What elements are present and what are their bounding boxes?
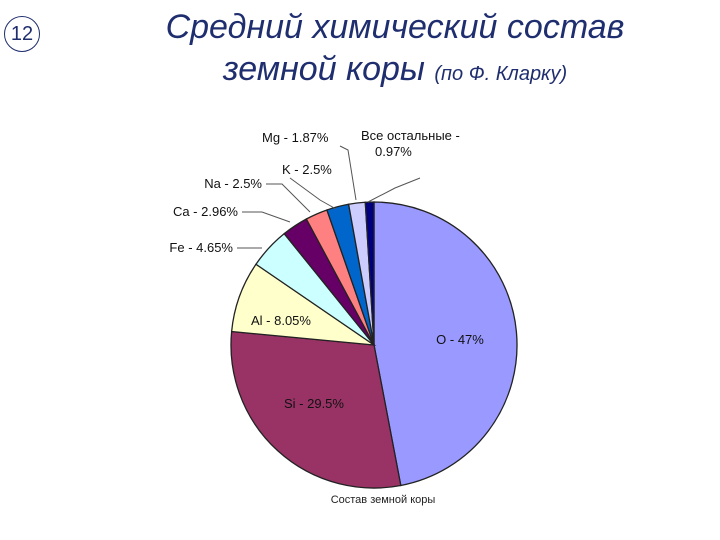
slice-label-k: K - 2.5% bbox=[282, 162, 332, 177]
leader-line-na bbox=[266, 183, 311, 213]
page-title: Средний химический состав земной коры (п… bbox=[90, 6, 700, 95]
leader-lines bbox=[237, 145, 421, 249]
leader-line-other bbox=[367, 177, 421, 203]
title-line-1: Средний химический состав bbox=[165, 8, 625, 46]
title-line-2: земной коры (по Ф. Кларку) bbox=[90, 48, 700, 95]
pie-slice-o bbox=[373, 201, 518, 487]
slice-label-line: Mg - 1.87% bbox=[262, 130, 329, 145]
pie-slice-other bbox=[364, 201, 375, 346]
slice-label-other: Все остальные -0.97% bbox=[361, 128, 460, 159]
slice-label-al: Al - 8.05% bbox=[251, 313, 311, 328]
slide-number: 12 bbox=[10, 22, 34, 45]
title-line-2-sub: (по Ф. Кларку) bbox=[434, 63, 568, 85]
slice-label-si: Si - 29.5% bbox=[284, 396, 344, 411]
pie-slices bbox=[230, 201, 518, 489]
title-line-2-main: земной коры bbox=[222, 50, 425, 88]
slide-number-badge: 12 bbox=[4, 16, 40, 52]
slice-label-line: K - 2.5% bbox=[282, 162, 332, 177]
leader-line-mg bbox=[339, 145, 357, 201]
slice-label-line: Al - 8.05% bbox=[251, 313, 311, 328]
slice-label-line: Si - 29.5% bbox=[284, 396, 344, 411]
slice-labels: O - 47% Si - 29.5% Al - 8.05% Fe - 4.65% Ca … bbox=[169, 128, 484, 411]
leader-line-k bbox=[289, 177, 337, 210]
slice-label-fe: Fe - 4.65% bbox=[169, 240, 233, 255]
slice-label-mg: Mg - 1.87% bbox=[262, 130, 329, 145]
leader-line-ca bbox=[242, 211, 291, 223]
slice-label-line: O - 47% bbox=[436, 332, 484, 347]
slice-label-ca: Ca - 2.96% bbox=[173, 204, 238, 219]
slice-label-line: 0.97% bbox=[375, 144, 412, 159]
slice-label-line: Все остальные - bbox=[361, 128, 460, 143]
slice-label-line: Fe - 4.65% bbox=[169, 240, 233, 255]
slice-label-o: O - 47% bbox=[436, 332, 484, 347]
chart-caption: Состав земной коры bbox=[331, 494, 436, 506]
pie-slice-si bbox=[230, 330, 402, 489]
slice-label-line: Na - 2.5% bbox=[204, 176, 262, 191]
slice-label-line: Ca - 2.96% bbox=[173, 204, 238, 219]
slice-label-na: Na - 2.5% bbox=[204, 176, 262, 191]
